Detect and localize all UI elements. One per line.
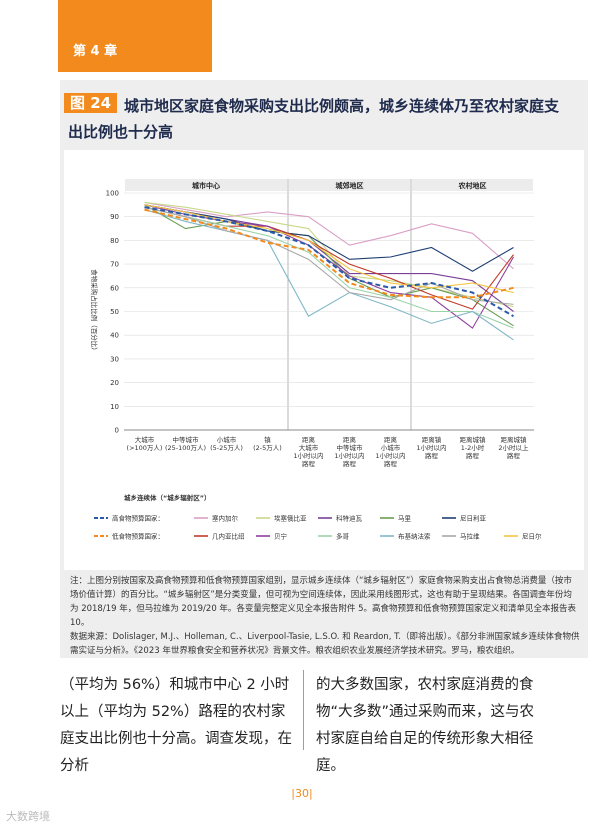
x-tick-label: 距离小城市 1小时以内路程 <box>375 435 405 468</box>
x-tick-label: 距离中等城市 1小时以内路程 <box>334 435 364 468</box>
legend-label: 科特迪瓦 <box>336 514 363 523</box>
x-tick-label: 中等城市(25-100万人) <box>165 435 206 452</box>
y-tick-label: 50 <box>110 308 119 316</box>
figure-note: 注：上图分别按国家及高食物预算和低食物预算国家组别，显示城乡连续体（“城乡辐射区… <box>70 574 580 658</box>
legend-label: 塞内加尔 <box>212 514 239 523</box>
series-line <box>144 204 514 272</box>
page-number: |30| <box>291 787 313 800</box>
series-line <box>144 204 514 294</box>
x-tick-label: 距离城镇 2小时以上路程 <box>498 435 529 460</box>
series-line <box>144 209 514 341</box>
y-axis-label: 食物采购占比比例（百分比） <box>90 269 99 354</box>
series-line <box>144 201 514 270</box>
series-line <box>144 206 515 318</box>
x-tick-label: 距离大城市 1小时以内路程 <box>293 435 323 468</box>
x-tick-label: 小城市(5-25万人) <box>210 435 243 452</box>
legend-label: 马里 <box>398 515 412 523</box>
line-chart: 城市中心 城郊地区 农村地区 0 10 20 30 40 50 60 70 80 90 100 食物采购占比… <box>90 179 542 541</box>
series-line <box>144 204 514 327</box>
legend-label: 几内亚比绍 <box>212 532 245 541</box>
column-divider <box>303 670 304 750</box>
body-right-column: 的大多数国家，农村家庭消费的食物“大多数”通过采购而来，这与农村家庭自给自足的传… <box>316 677 535 774</box>
chapter-label: 第 4 章 <box>73 44 118 59</box>
body-left-column: （平均为 56%）和城市中心 2 小时以上（平均为 52%）路程的农村家庭支出比… <box>60 677 292 774</box>
y-tick-label: 20 <box>110 379 119 387</box>
series-line <box>144 206 514 305</box>
x-tick-label: 镇(2-5万人) <box>253 435 282 452</box>
x-tick-label: 距离城镇 1-2小时路程 <box>460 435 487 460</box>
legend-label: 马拉维 <box>460 532 480 541</box>
region-label: 城郊地区 <box>336 181 364 190</box>
chart-area: 城市中心 城郊地区 农村地区 0 10 20 30 40 50 60 70 80 90 100 食物采购占比… <box>64 150 584 570</box>
figure-badge: 图 24 <box>64 93 118 113</box>
y-tick-label: 40 <box>110 332 119 340</box>
region-label: 城市中心 <box>192 181 220 190</box>
x-axis-label: 城乡连续体（“城乡辐射区”） <box>124 493 211 502</box>
legend-label: 尼日尔 <box>522 532 542 541</box>
note-text: 注：上图分别按国家及高食物预算和低食物预算国家组别，显示城乡连续体（“城乡辐射区… <box>70 576 577 628</box>
legend-label: 高食物预算国家： <box>112 514 164 523</box>
watermark: 大数跨境 <box>6 810 50 823</box>
y-tick-label: 30 <box>110 355 119 363</box>
y-tick-label: 80 <box>110 237 119 245</box>
region-label: 农村地区 <box>458 181 487 190</box>
legend-label: 低食物预算国家： <box>112 532 164 541</box>
legend-label: 尼日利亚 <box>460 514 487 523</box>
chapter-tab <box>58 0 212 72</box>
y-tick-label: 0 <box>115 427 119 435</box>
y-tick-label: 60 <box>110 284 119 292</box>
y-tick-label: 70 <box>110 261 119 269</box>
source-text: 数据来源：Dolislager, M.J.、Holleman, C.、Liver… <box>70 632 580 656</box>
legend-label: 贝宁 <box>274 532 288 541</box>
y-tick-label: 90 <box>110 213 119 221</box>
legend-label: 埃塞俄比亚 <box>274 514 307 523</box>
region-header-bg <box>412 179 533 191</box>
series-line <box>144 206 514 329</box>
y-tick-label: 100 <box>106 190 119 198</box>
series-line <box>144 208 514 299</box>
legend-label: 布基纳法索 <box>398 532 431 541</box>
region-header-bg <box>289 179 410 191</box>
x-tick-label: 距离镇 1小时以内路程 <box>416 435 446 460</box>
y-tick-label: 10 <box>110 403 119 411</box>
region-header-bg <box>125 179 287 191</box>
legend-label: 多哥 <box>336 532 350 541</box>
figure-title: 城市地区家庭食物采购支出比例颇高，城乡连续体乃至农村家庭支出比例也十分高 <box>68 97 560 141</box>
x-tick-label: 大城市(>100万人) <box>127 435 163 452</box>
